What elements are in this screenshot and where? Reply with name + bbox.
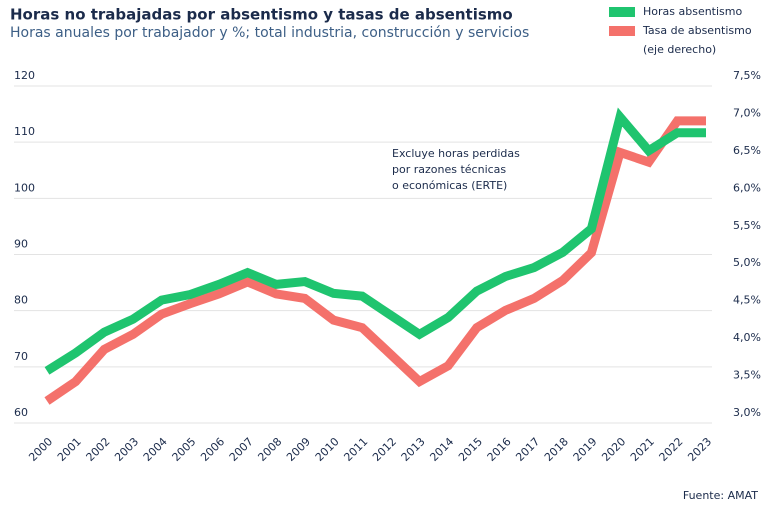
y-tick-label: 80 <box>14 294 28 307</box>
x-tick-label: 2004 <box>141 435 170 464</box>
y-tick-label: 60 <box>14 406 28 419</box>
x-tick-label: 2014 <box>427 435 456 464</box>
x-tick-label: 2010 <box>313 435 342 464</box>
x-tick-label: 2008 <box>255 435 284 464</box>
chart-title: Horas no trabajadas por absentismo y tas… <box>10 6 513 24</box>
y-tick-label: 70 <box>14 350 28 363</box>
y-tick-label: 100 <box>14 181 35 194</box>
y2-tick-label: 3,0% <box>733 406 761 419</box>
y2-tick-label: 5,0% <box>733 256 761 269</box>
x-tick-label: 2016 <box>485 435 514 464</box>
y2-tick-label: 6,5% <box>733 144 761 157</box>
series-line <box>44 116 706 405</box>
x-tick-label: 2011 <box>341 435 370 464</box>
y2-tick-label: 3,5% <box>733 369 761 382</box>
x-tick-label: 2020 <box>599 435 628 464</box>
legend-label: Horas absentismo <box>643 5 743 18</box>
x-tick-label: 2009 <box>284 435 313 464</box>
source: Fuente: AMAT <box>683 489 758 502</box>
x-tick-label: 2021 <box>628 435 657 464</box>
chart-subtitle: Horas anuales por trabajador y %; total … <box>10 25 529 41</box>
x-tick-label: 2003 <box>112 435 141 464</box>
x-tick-label: 2015 <box>456 435 485 464</box>
series-line <box>44 107 706 375</box>
x-tick-label: 2017 <box>513 435 542 464</box>
x-tick-label: 2000 <box>26 435 55 464</box>
y2-tick-label: 7,0% <box>733 106 761 119</box>
annotation: o económicas (ERTE) <box>392 179 507 192</box>
y-tick-label: 110 <box>14 125 35 138</box>
annotation: Excluye horas perdidas <box>392 147 520 160</box>
legend-note: (eje derecho) <box>643 43 716 56</box>
y2-tick-label: 4,5% <box>733 294 761 307</box>
y2-tick-label: 6,0% <box>733 181 761 194</box>
legend-label: Tasa de absentismo <box>642 24 752 37</box>
x-tick-label: 2006 <box>198 435 227 464</box>
x-tick-label: 2022 <box>657 435 686 464</box>
x-tick-label: 2019 <box>571 435 600 464</box>
x-tick-label: 2005 <box>170 435 199 464</box>
y2-tick-label: 5,5% <box>733 219 761 232</box>
y2-tick-label: 4,0% <box>733 331 761 344</box>
y2-tick-label: 7,5% <box>733 69 761 82</box>
x-tick-label: 2013 <box>399 435 428 464</box>
x-tick-label: 2018 <box>542 435 571 464</box>
legend-swatch <box>609 7 635 17</box>
x-tick-label: 2012 <box>370 435 399 464</box>
x-tick-label: 2002 <box>84 435 113 464</box>
x-tick-label: 2007 <box>227 435 256 464</box>
y-tick-label: 120 <box>14 69 35 82</box>
x-tick-label: 2023 <box>685 435 714 464</box>
legend-swatch <box>609 26 635 36</box>
y-tick-label: 90 <box>14 238 28 251</box>
x-tick-label: 2001 <box>55 435 84 464</box>
annotation: por razones técnicas <box>392 163 506 176</box>
